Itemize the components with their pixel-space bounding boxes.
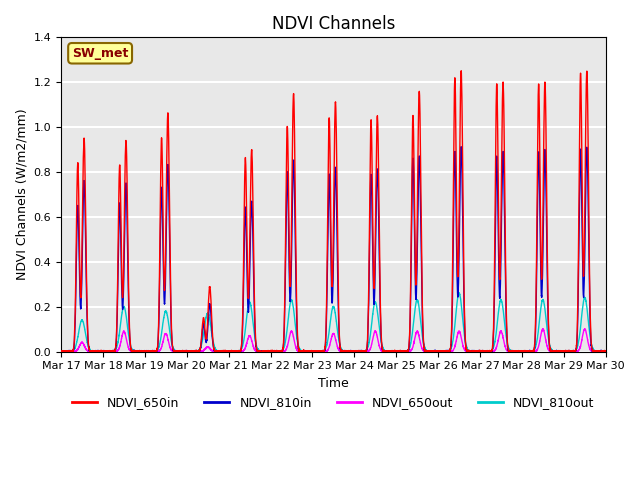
Title: NDVI Channels: NDVI Channels (271, 15, 395, 33)
Y-axis label: NDVI Channels (W/m2/mm): NDVI Channels (W/m2/mm) (15, 108, 28, 280)
Legend: NDVI_650in, NDVI_810in, NDVI_650out, NDVI_810out: NDVI_650in, NDVI_810in, NDVI_650out, NDV… (67, 391, 600, 414)
Text: SW_met: SW_met (72, 47, 128, 60)
X-axis label: Time: Time (318, 377, 349, 390)
